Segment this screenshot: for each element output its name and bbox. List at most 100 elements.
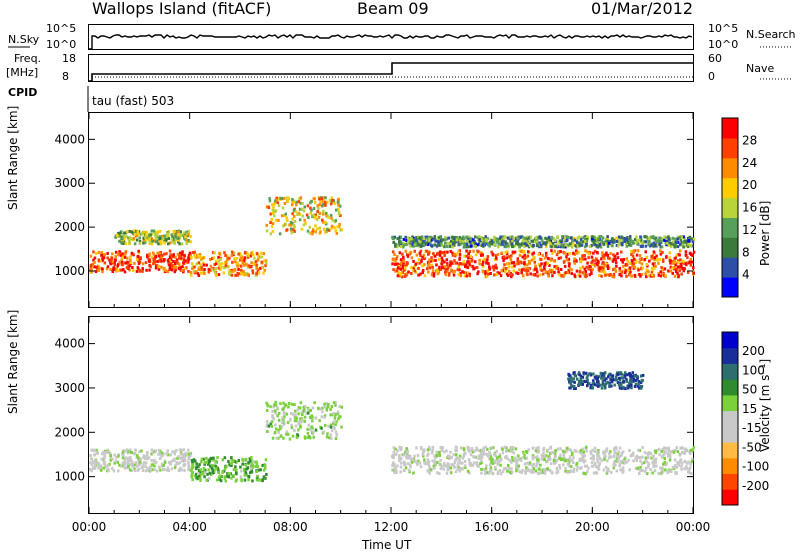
data-cell: [453, 254, 457, 258]
data-cell: [502, 467, 506, 471]
data-cell: [616, 454, 619, 458]
data-cell: [545, 251, 548, 255]
data-cell: [230, 253, 233, 257]
data-cell: [202, 261, 205, 265]
data-cell: [209, 473, 213, 477]
colorbar-tick-label: 20: [742, 178, 757, 192]
data-cell: [391, 262, 394, 266]
data-cell: [508, 235, 511, 239]
colorbar-tick-label: 8: [742, 245, 750, 259]
data-cell: [621, 469, 624, 473]
data-cell: [618, 273, 621, 277]
data-cell: [394, 452, 397, 456]
data-cell: [125, 448, 129, 452]
data-cell: [515, 240, 518, 244]
data-cell: [530, 258, 534, 262]
data-cell: [133, 233, 136, 236]
data-cell: [183, 456, 186, 460]
data-cell: [541, 268, 544, 272]
data-cell: [404, 462, 407, 466]
data-cell: [327, 405, 330, 409]
data-cell: [489, 469, 493, 473]
data-cell: [485, 242, 488, 246]
data-cell: [661, 448, 664, 451]
data-cell: [508, 262, 511, 266]
data-cell: [318, 226, 322, 230]
data-cell: [203, 475, 206, 479]
data-cell: [511, 265, 514, 269]
data-cell: [103, 462, 107, 466]
data-cell: [571, 459, 574, 463]
data-cell: [205, 456, 208, 460]
data-cell: [322, 212, 325, 216]
data-cell: [675, 270, 678, 274]
data-cell: [639, 244, 643, 248]
data-cell: [587, 256, 590, 260]
data-cell: [630, 375, 634, 379]
data-cell: [684, 253, 688, 257]
data-cell: [174, 238, 178, 242]
data-cell: [640, 379, 643, 383]
data-cell: [178, 267, 181, 271]
data-cell: [559, 239, 562, 243]
data-cell: [630, 261, 634, 265]
data-cell: [137, 456, 140, 460]
data-cell: [572, 236, 576, 240]
data-cell: [553, 249, 556, 253]
data-cell: [406, 456, 409, 460]
data-cell: [679, 458, 683, 462]
data-cell: [546, 448, 549, 452]
data-cell: [255, 470, 258, 474]
data-cell: [321, 410, 324, 414]
data-cell: [325, 222, 328, 226]
data-cell: [404, 272, 407, 276]
data-cell: [456, 239, 459, 243]
data-cell: [277, 411, 281, 415]
data-cell: [572, 372, 575, 376]
data-cell: [417, 258, 421, 261]
data-cell: [593, 449, 597, 453]
data-cell: [564, 245, 567, 249]
data-cell: [180, 468, 183, 472]
data-cell: [553, 265, 556, 269]
data-cell: [636, 249, 640, 253]
data-cell: [678, 249, 682, 253]
data-cell: [548, 238, 551, 241]
data-cell: [290, 229, 293, 232]
data-cell: [632, 262, 635, 266]
data-cell: [171, 264, 174, 268]
data-cell: [309, 436, 312, 440]
data-cell: [585, 449, 588, 453]
data-cell: [185, 260, 189, 264]
data-cell: [117, 469, 120, 473]
data-cell: [514, 237, 517, 241]
data-cell: [614, 459, 617, 463]
data-cell: [598, 269, 602, 273]
data-cell: [691, 270, 695, 274]
data-cell: [674, 256, 677, 260]
data-cell: [412, 459, 416, 463]
data-cell: [400, 446, 403, 450]
data-cell: [288, 437, 292, 441]
data-cell: [495, 266, 498, 270]
data-cell: [428, 470, 431, 474]
data-cell: [106, 265, 110, 269]
data-cell: [664, 450, 667, 454]
data-cell: [167, 242, 170, 246]
data-cell: [459, 466, 462, 470]
data-cell: [675, 240, 679, 244]
data-cell: [198, 470, 201, 474]
data-cell: [534, 449, 538, 453]
data-cell: [621, 260, 625, 264]
data-cell: [524, 242, 527, 246]
data-cell: [462, 260, 465, 264]
data-cell: [183, 233, 187, 237]
data-cell: [635, 253, 639, 257]
data-cell: [567, 257, 571, 261]
data-cell: [120, 230, 123, 234]
data-cell: [617, 244, 620, 248]
data-cell: [585, 265, 588, 269]
data-cell: [465, 235, 468, 239]
data-cell: [485, 464, 488, 468]
data-cell: [573, 257, 576, 261]
